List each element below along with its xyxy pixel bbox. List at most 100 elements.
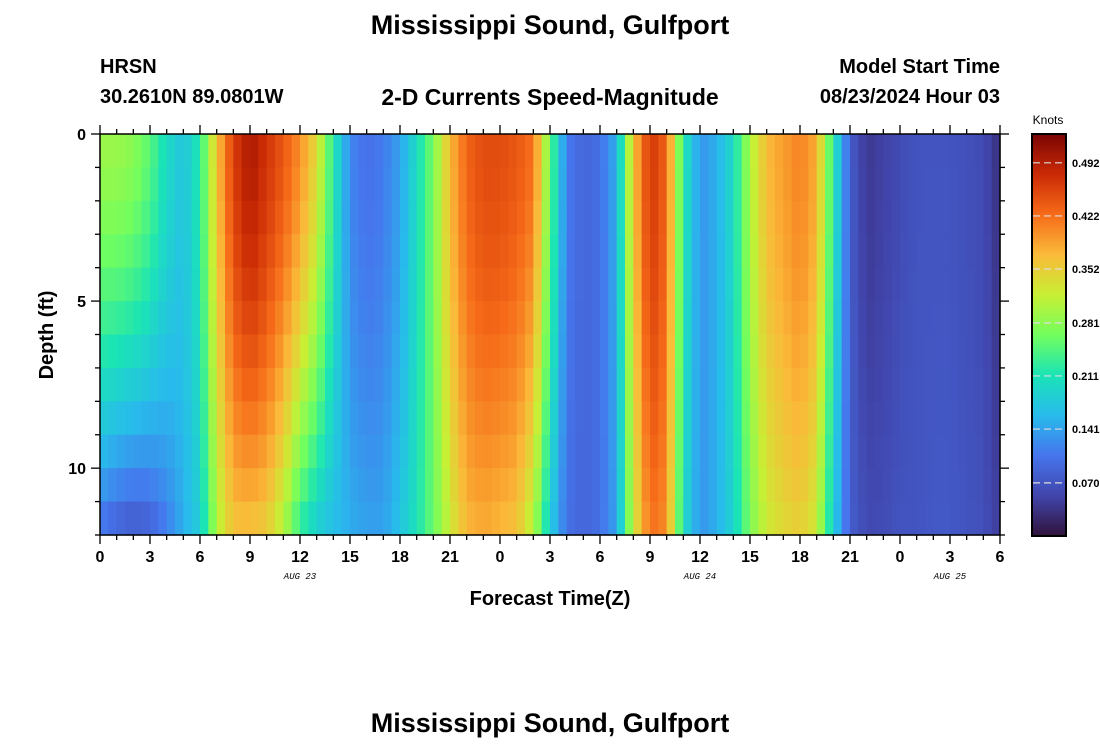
heatmap-cell xyxy=(508,234,518,269)
heatmap-cell xyxy=(391,434,401,469)
heatmap-cell xyxy=(850,267,859,302)
heatmap-cell xyxy=(300,301,309,336)
heatmap-cell xyxy=(525,167,534,202)
heatmap-cell xyxy=(866,200,876,235)
heatmap-cell xyxy=(316,367,326,402)
heatmap-cell xyxy=(891,301,901,336)
heatmap-cell xyxy=(875,334,884,369)
heatmap-cell xyxy=(525,267,534,302)
heatmap-cell xyxy=(966,434,976,469)
heatmap-cell xyxy=(750,134,759,169)
heatmap-cell xyxy=(525,334,534,369)
heatmap-cell xyxy=(341,167,351,202)
heatmap-cell xyxy=(641,267,651,302)
heatmap-cell xyxy=(783,468,793,503)
heatmap-cell xyxy=(966,200,976,235)
heatmap-cell xyxy=(300,167,309,202)
heatmap-cell xyxy=(416,501,426,536)
heatmap-cell xyxy=(791,468,801,503)
heatmap-cell xyxy=(933,501,943,536)
heatmap-cell xyxy=(741,167,751,202)
heatmap-cell xyxy=(925,501,934,536)
date-label: AUG 24 xyxy=(683,572,716,582)
heatmap-cell xyxy=(483,200,493,235)
heatmap-cell xyxy=(116,501,126,536)
heatmap-cell xyxy=(991,367,1001,402)
heatmap-cell xyxy=(591,134,601,169)
heatmap-cell xyxy=(591,501,601,536)
heatmap-cell xyxy=(883,367,893,402)
heatmap-cell xyxy=(633,200,643,235)
heatmap-cell xyxy=(108,401,118,436)
heatmap-cell xyxy=(125,167,134,202)
heatmap-cell xyxy=(308,401,318,436)
heatmap-cell xyxy=(108,468,118,503)
heatmap-cell xyxy=(666,334,676,369)
heatmap-cell xyxy=(491,468,501,503)
heatmap-cell xyxy=(766,134,776,169)
heatmap-cell xyxy=(350,468,359,503)
heatmap-cell xyxy=(850,301,859,336)
heatmap-cell xyxy=(366,367,376,402)
heatmap-cell xyxy=(850,401,859,436)
heatmap-cell xyxy=(600,267,609,302)
heatmap-cell xyxy=(891,401,901,436)
heatmap-cell xyxy=(900,134,909,169)
heatmap-cell xyxy=(391,334,401,369)
heatmap-cell xyxy=(450,267,459,302)
heatmap-cell xyxy=(358,167,368,202)
heatmap-cell xyxy=(466,401,476,436)
heatmap-cell xyxy=(483,301,493,336)
heatmap-cell xyxy=(441,167,451,202)
heatmap-cell xyxy=(466,434,476,469)
heatmap-cell xyxy=(850,200,859,235)
heatmap-cell xyxy=(875,301,884,336)
heatmap-cell xyxy=(616,167,626,202)
heatmap-cell xyxy=(175,267,184,302)
heatmap-cell xyxy=(875,200,884,235)
heatmap-cell xyxy=(500,167,509,202)
heatmap-cell xyxy=(966,501,976,536)
heatmap-cell xyxy=(150,301,159,336)
heatmap-cell xyxy=(466,334,476,369)
heatmap-cell xyxy=(858,134,868,169)
heatmap-cell xyxy=(191,134,201,169)
heatmap-cell xyxy=(716,367,726,402)
heatmap-cell xyxy=(108,200,118,235)
heatmap-cell xyxy=(500,200,509,235)
heatmap-cell xyxy=(950,200,959,235)
heatmap-cell xyxy=(408,234,418,269)
heatmap-cell xyxy=(866,334,876,369)
heatmap-cell xyxy=(375,434,384,469)
heatmap-cell xyxy=(841,401,851,436)
heatmap-cell xyxy=(983,267,993,302)
heatmap-cell xyxy=(458,267,468,302)
heatmap-cell xyxy=(275,134,284,169)
heatmap-cell xyxy=(908,134,918,169)
heatmap-cell xyxy=(666,267,676,302)
heatmap-cell xyxy=(691,234,701,269)
heatmap-cell xyxy=(483,401,493,436)
heatmap-cell xyxy=(258,301,268,336)
heatmap-cell xyxy=(708,334,718,369)
heatmap-cell xyxy=(408,367,418,402)
heatmap-cell xyxy=(175,167,184,202)
heatmap-cell xyxy=(116,468,126,503)
heatmap-cell xyxy=(908,434,918,469)
heatmap-cell xyxy=(841,434,851,469)
heatmap-cell xyxy=(316,501,326,536)
heatmap-cell xyxy=(258,468,268,503)
heatmap-cell xyxy=(275,200,284,235)
heatmap-cell xyxy=(775,200,784,235)
heatmap-cell xyxy=(283,501,293,536)
heatmap-cell xyxy=(225,334,234,369)
heatmap-cell xyxy=(116,367,126,402)
heatmap-cell xyxy=(308,200,318,235)
heatmap-cell xyxy=(550,434,559,469)
heatmap-cell xyxy=(575,301,584,336)
heatmap-cell xyxy=(241,301,251,336)
heatmap-cell xyxy=(600,301,609,336)
heatmap-cell xyxy=(258,267,268,302)
heatmap-cell xyxy=(183,501,193,536)
heatmap-cell xyxy=(625,200,634,235)
